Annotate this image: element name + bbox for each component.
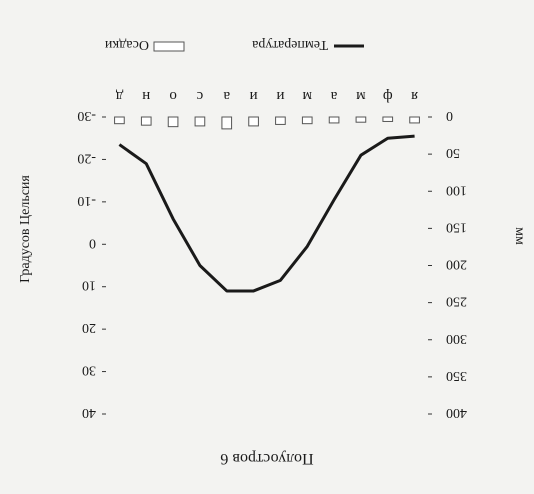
precip-tick-label: 250 bbox=[446, 294, 467, 309]
precip-bar bbox=[301, 116, 313, 125]
month-label: н bbox=[142, 88, 150, 104]
precip-bar bbox=[409, 116, 420, 124]
temp-tick-label: -10 bbox=[77, 193, 96, 208]
precip-bar bbox=[355, 116, 367, 123]
precip-tick-label: 0 bbox=[446, 108, 453, 123]
precip-axis-label: мм bbox=[512, 227, 527, 245]
month-label: м bbox=[302, 88, 312, 104]
legend-label-temperature: Температура bbox=[251, 37, 328, 52]
precip-bar bbox=[328, 116, 340, 124]
temp-axis: -30 -20 -10 0 10 20 30 40 bbox=[77, 108, 106, 420]
month-label: о bbox=[169, 88, 177, 104]
precip-tick-label: 400 bbox=[446, 405, 467, 420]
precip-tick-label: 150 bbox=[446, 219, 467, 234]
temp-tick-label: 10 bbox=[82, 278, 96, 293]
precip-bar bbox=[275, 116, 286, 125]
temp-axis-label: Градусов Цельсия bbox=[18, 175, 33, 283]
precip-bar bbox=[167, 116, 179, 128]
precip-tick-label: 350 bbox=[446, 368, 467, 383]
legend: Температура Осадки bbox=[104, 37, 364, 52]
temp-tick-label: 0 bbox=[89, 235, 96, 250]
precip-bar bbox=[382, 116, 394, 122]
plot-area bbox=[114, 116, 420, 293]
month-label: д bbox=[115, 88, 123, 104]
month-label: а bbox=[223, 88, 230, 104]
precip-tick-label: 50 bbox=[446, 145, 460, 160]
precip-tick-label: 300 bbox=[446, 331, 467, 346]
legend-label-precip: Осадки bbox=[104, 37, 149, 52]
temp-tick-label: -30 bbox=[77, 108, 96, 123]
month-label: я bbox=[411, 88, 418, 104]
temp-tick-label: 20 bbox=[82, 320, 96, 335]
precip-bar bbox=[248, 116, 259, 127]
temp-tick-label: -20 bbox=[77, 150, 96, 165]
month-label: м bbox=[356, 88, 366, 104]
month-label: и bbox=[250, 88, 258, 104]
precip-tick-label: 100 bbox=[446, 182, 467, 197]
temp-tick-label: 30 bbox=[82, 363, 96, 378]
legend-bar-swatch bbox=[153, 41, 185, 52]
temperature-line bbox=[118, 134, 415, 293]
month-label: а bbox=[330, 88, 337, 104]
precip-tick-label: 200 bbox=[446, 257, 467, 272]
chart-title: Полуостров 6 bbox=[220, 450, 313, 467]
month-label: ф bbox=[383, 88, 393, 104]
precip-bar bbox=[114, 116, 125, 125]
precip-bar bbox=[140, 116, 152, 126]
precip-bar bbox=[221, 116, 233, 130]
month-label: с bbox=[196, 88, 203, 104]
precip-axis: 0 50 100 150 200 250 300 350 400 bbox=[428, 108, 467, 420]
temp-tick-label: 40 bbox=[82, 405, 96, 420]
precip-bar bbox=[194, 116, 206, 127]
month-label: и bbox=[276, 88, 284, 104]
